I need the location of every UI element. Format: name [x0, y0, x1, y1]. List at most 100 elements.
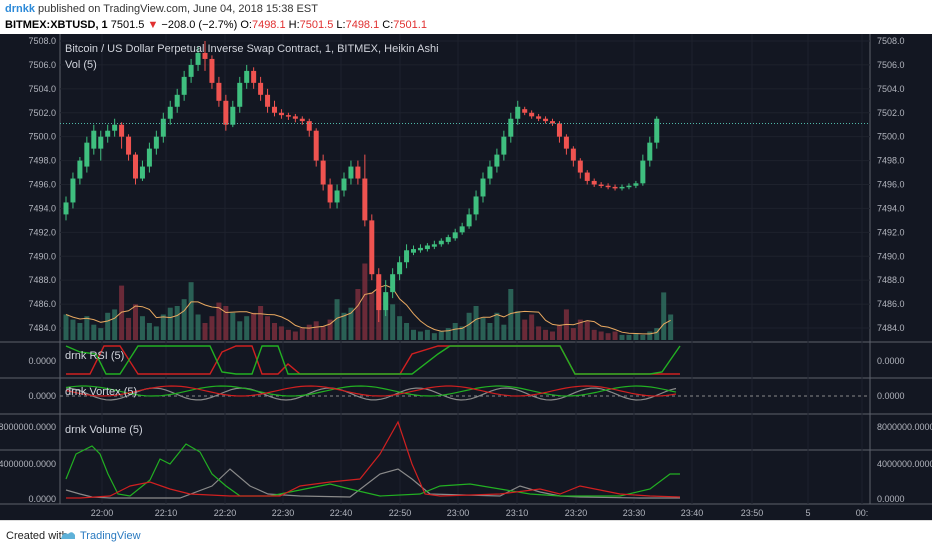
time-tick-label: 23:10 [506, 508, 529, 518]
rsi-tick-left: 0.0000 [28, 356, 56, 366]
price-tick-left: 7500.0 [28, 132, 56, 142]
volume-bar [661, 292, 667, 340]
tradingview-logo-icon [61, 532, 75, 539]
volume-bar [84, 316, 90, 340]
volume-bar [466, 312, 472, 340]
volume-bar [258, 306, 264, 340]
vortex-grey-line [65, 387, 677, 401]
volume-bar [431, 333, 437, 340]
volume-bar [146, 323, 152, 340]
candle-body [181, 76, 187, 95]
volume-bar [77, 323, 83, 340]
volume-bar [272, 323, 277, 340]
candle-body [543, 118, 549, 122]
volume-bar [647, 331, 653, 340]
price-tick-left: 7506.0 [28, 60, 56, 70]
volume-bar [570, 328, 576, 340]
volume-bar [195, 314, 201, 340]
candle-body [445, 237, 451, 242]
time-tick-label: 23:40 [681, 508, 704, 518]
author-link[interactable]: drnkk [5, 3, 35, 15]
price-tick-right: 7502.0 [877, 108, 905, 118]
price-tick-left: 7498.0 [28, 156, 56, 166]
candle-body [452, 232, 458, 239]
candle-body [654, 118, 660, 143]
candle-body [355, 166, 361, 179]
volume-bar [369, 292, 375, 340]
volume-tick-right: 4000000.0000 [877, 459, 932, 469]
candle-body [77, 160, 83, 179]
trading-chart[interactable]: 7508.0 7508.0 7506.0 7506.0 7504.0 7504.0 7502… [0, 34, 932, 520]
volume-legend: drnk Volume (5) [65, 424, 143, 436]
candle-body [529, 112, 535, 117]
volume-bar [202, 323, 208, 340]
candle-body [501, 136, 507, 155]
volume-bar [550, 331, 555, 340]
grid-lines [0, 34, 932, 505]
candle-body [362, 178, 368, 221]
volume-bar [348, 307, 354, 340]
last-price: 7501.5 [110, 19, 145, 31]
candle-body [216, 82, 222, 101]
volume-bar [522, 319, 528, 340]
volume-bar [598, 331, 604, 340]
close-label: C: [382, 19, 394, 31]
candle-body [202, 52, 208, 59]
volume-bar [278, 326, 284, 340]
volume-bar [355, 289, 361, 340]
volume-bar [633, 333, 639, 340]
volume-bar [584, 321, 590, 340]
vortex-tick-left: 0.0000 [28, 391, 56, 401]
volume-bar [209, 316, 215, 340]
volume-bar [237, 321, 243, 340]
price-tick-right: 7500.0 [877, 132, 905, 142]
price-tick-right: 7506.0 [877, 60, 905, 70]
volume-bar [417, 331, 423, 340]
candle-body [91, 130, 97, 149]
candle-body [577, 160, 583, 173]
candle-body [112, 124, 118, 131]
candle-body [230, 106, 236, 125]
volume-bar [494, 312, 500, 340]
candle-body [612, 186, 618, 189]
candle-body [334, 190, 340, 203]
volume-bar [591, 329, 597, 340]
price-tick-right: 7488.0 [877, 275, 905, 285]
price-tick-right: 7486.0 [877, 299, 905, 309]
low-label: L: [336, 19, 346, 31]
candle-body [550, 121, 555, 124]
candle-body [473, 196, 479, 215]
volume-bar [501, 324, 507, 340]
volume-bar [153, 326, 159, 340]
candle-body [105, 130, 111, 137]
symbol-info: BITMEX:XBTUSD, 1 7501.5 ▼ −208.0 (−2.7%)… [5, 19, 427, 31]
candle-body [209, 58, 215, 83]
volume-bar [536, 326, 542, 340]
candle-body [556, 123, 562, 137]
time-tick-label: 22:40 [330, 508, 353, 518]
volume-bar [181, 299, 187, 340]
volume-bar [452, 323, 458, 340]
candle-body [647, 142, 653, 161]
candle-body [584, 172, 590, 181]
candle-body [146, 148, 152, 167]
volume-bar [438, 331, 444, 340]
candle-body [313, 130, 319, 161]
volume-bar [223, 306, 229, 340]
time-tick-label: 22:30 [272, 508, 295, 518]
volume-bar [605, 333, 611, 340]
time-tick-label: 22:00 [91, 508, 114, 518]
volume-bar [160, 314, 166, 340]
candle-body [272, 106, 277, 113]
volume-bar [119, 285, 125, 340]
candle-body [63, 202, 69, 215]
candle-body [327, 184, 333, 203]
price-tick-right: 7508.0 [877, 36, 905, 46]
candle-body [431, 244, 437, 247]
candle-body [522, 109, 528, 113]
candle-body [119, 124, 125, 137]
tradingview-link[interactable]: TradingView [80, 530, 141, 542]
candle-body [570, 148, 576, 161]
price-tick-left: 7488.0 [28, 275, 56, 285]
candle-body [417, 247, 423, 251]
